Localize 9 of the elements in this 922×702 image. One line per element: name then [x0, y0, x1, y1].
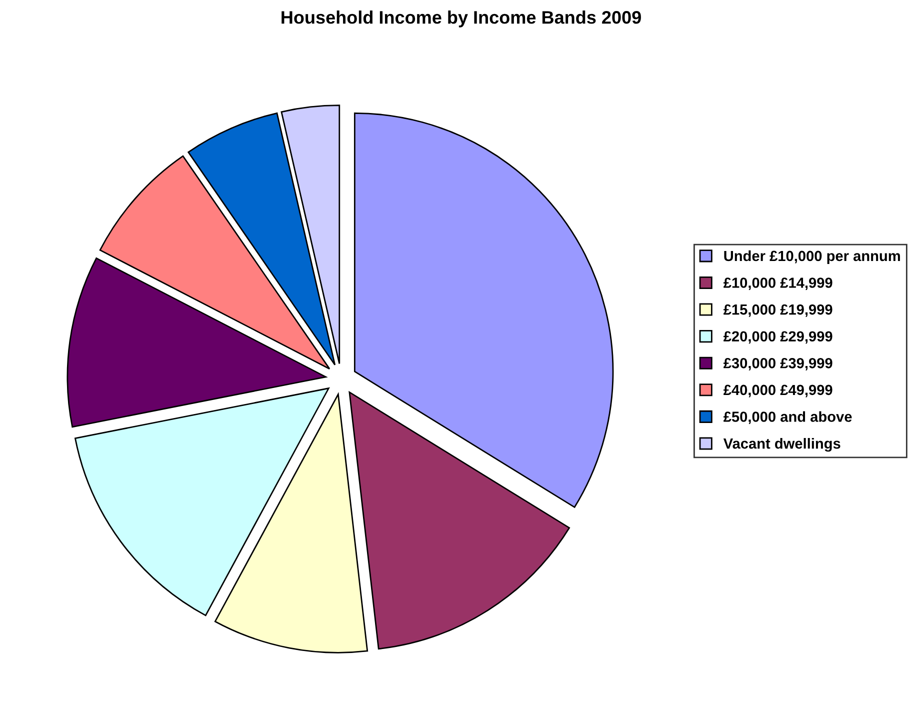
legend-label: Vacant dwellings — [723, 438, 840, 452]
legend-label: £15,000 £19,999 — [724, 304, 832, 317]
legend-label: Under £10,000 per annum — [724, 250, 900, 264]
chart-title: Household Income by Income Bands 2009 — [282, 10, 641, 28]
legend-label: £50,000 and above — [724, 411, 852, 424]
legend-label: £10,000 £14,999 — [724, 278, 832, 290]
legend-label: £20,000 £29,999 — [724, 331, 832, 344]
legend-label: £40,000 £49,999 — [724, 384, 832, 398]
legend-label: £30,000 £39,999 — [724, 358, 832, 370]
